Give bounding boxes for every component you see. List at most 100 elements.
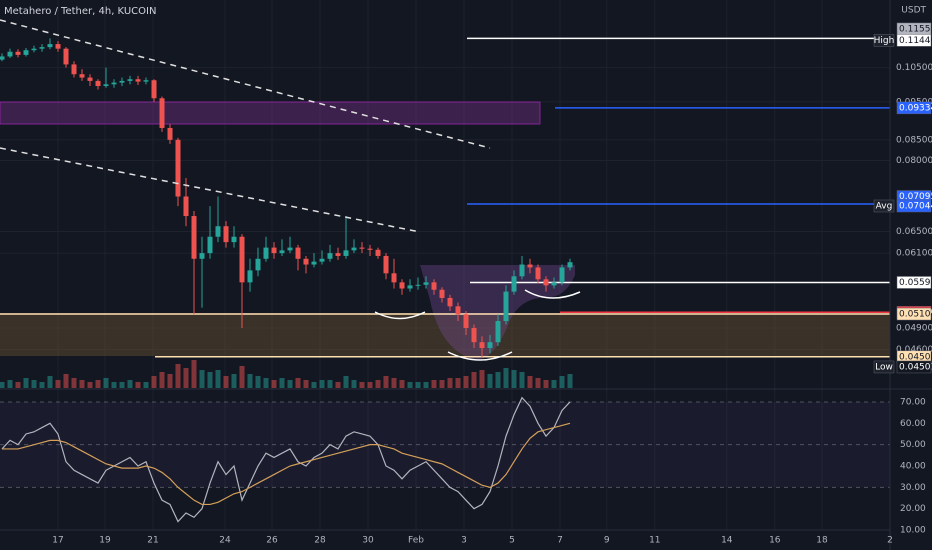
candle-body bbox=[471, 327, 477, 343]
candle-body bbox=[383, 255, 389, 274]
volume-bar bbox=[71, 378, 77, 388]
volume-bar bbox=[335, 382, 341, 388]
volume-bar bbox=[23, 378, 29, 388]
volume-bar bbox=[167, 374, 173, 388]
candle-body bbox=[263, 247, 269, 259]
volume-bar bbox=[415, 382, 421, 388]
candle-body bbox=[7, 51, 13, 57]
tag-box bbox=[873, 360, 895, 374]
y-tick-label: 0.04600 bbox=[896, 345, 932, 355]
x-tick-label: 7 bbox=[557, 536, 563, 546]
volume-bar bbox=[567, 374, 573, 388]
y-tick-label: 0.10500 bbox=[896, 63, 932, 73]
candle-body bbox=[183, 196, 189, 217]
candle-body bbox=[191, 216, 197, 259]
price-label-box bbox=[896, 360, 932, 374]
x-tick-label: 18 bbox=[816, 536, 828, 546]
candle-body bbox=[463, 314, 469, 328]
volume-bar bbox=[327, 380, 333, 388]
volume-bar bbox=[471, 372, 477, 388]
x-tick-label: 14 bbox=[721, 536, 733, 546]
price-label: 0.04503 bbox=[899, 352, 932, 362]
rsi-tick-label: 60.00 bbox=[900, 419, 926, 429]
curve bbox=[374, 311, 426, 320]
x-tick-label: 21 bbox=[147, 536, 158, 546]
volume-bar bbox=[119, 382, 125, 388]
price-label-box bbox=[896, 199, 932, 213]
candle-body bbox=[207, 236, 213, 254]
candle-body bbox=[415, 284, 421, 286]
candle-body bbox=[95, 80, 101, 87]
candle-body bbox=[335, 253, 341, 256]
tag: Avg bbox=[876, 201, 893, 211]
levels bbox=[0, 37, 890, 358]
candle-body bbox=[519, 264, 525, 277]
curve bbox=[447, 351, 513, 361]
price-label-box bbox=[896, 307, 932, 321]
volume-bar bbox=[535, 378, 541, 388]
rsi-line bbox=[2, 422, 571, 506]
volume-bar bbox=[319, 380, 325, 388]
volume-bar bbox=[47, 376, 53, 388]
candle-body bbox=[543, 279, 549, 286]
volume-bar bbox=[231, 374, 237, 388]
candle-body bbox=[287, 247, 293, 251]
volume-bar bbox=[7, 380, 13, 388]
tag: Low bbox=[875, 362, 893, 372]
candle-body bbox=[311, 261, 317, 265]
volume-bar bbox=[423, 382, 429, 388]
tag: High bbox=[874, 36, 895, 46]
volume-bar bbox=[295, 378, 301, 388]
volume-bar bbox=[135, 382, 141, 388]
candle-body bbox=[55, 44, 61, 49]
rsi-tick-label: 10.00 bbox=[900, 526, 926, 536]
volume-bar bbox=[199, 370, 205, 388]
x-tick-label: 3 bbox=[461, 536, 467, 546]
candle-body bbox=[327, 253, 333, 259]
price-label-box bbox=[896, 34, 932, 47]
volume-bar bbox=[223, 376, 229, 388]
chart-title: Metahero / Tether, 4h, KUCOIN bbox=[4, 6, 156, 17]
price-label: 0.04501 bbox=[899, 362, 932, 372]
candle-body bbox=[31, 48, 37, 51]
trendline bbox=[0, 147, 421, 233]
rsi-tick-label: 40.00 bbox=[900, 462, 926, 472]
volume-bar bbox=[159, 372, 165, 388]
candle-body bbox=[551, 282, 557, 286]
x-tick-label: 16 bbox=[769, 536, 781, 546]
volume-bar bbox=[487, 374, 493, 388]
candle-body bbox=[15, 51, 21, 55]
volume-bar bbox=[527, 376, 533, 388]
candle-body bbox=[503, 291, 509, 322]
candle-body bbox=[319, 258, 325, 262]
volume-bar bbox=[439, 380, 445, 388]
candle-body bbox=[399, 282, 405, 289]
candle-body bbox=[271, 247, 277, 254]
volume-bar bbox=[375, 380, 381, 388]
volume-bar bbox=[239, 366, 245, 388]
rsi-tick-label: 30.00 bbox=[900, 483, 926, 493]
candle-body bbox=[375, 249, 381, 256]
volume-bar bbox=[95, 380, 101, 388]
x-tick-label: 11 bbox=[649, 536, 660, 546]
candle-body bbox=[391, 273, 397, 283]
grid bbox=[0, 0, 891, 530]
candle-body bbox=[439, 289, 445, 298]
price-label: 0.05104 bbox=[899, 310, 932, 320]
volume-bar bbox=[207, 372, 213, 388]
candle-body bbox=[479, 342, 485, 349]
candle-body bbox=[567, 262, 573, 268]
candle-body bbox=[63, 48, 69, 65]
candle-body bbox=[215, 226, 221, 237]
volume-bar bbox=[127, 380, 133, 388]
price-label: 0.05598 bbox=[899, 278, 932, 288]
trendline bbox=[0, 19, 491, 149]
x-tick-label: Feb bbox=[408, 536, 424, 546]
candle-body bbox=[103, 84, 109, 87]
volume-bar bbox=[351, 380, 357, 388]
x-tick-label: 17 bbox=[52, 536, 63, 546]
volume-bar bbox=[463, 376, 469, 388]
candle-body bbox=[23, 50, 29, 55]
volume-bar bbox=[551, 380, 557, 388]
candle-body bbox=[231, 236, 237, 243]
